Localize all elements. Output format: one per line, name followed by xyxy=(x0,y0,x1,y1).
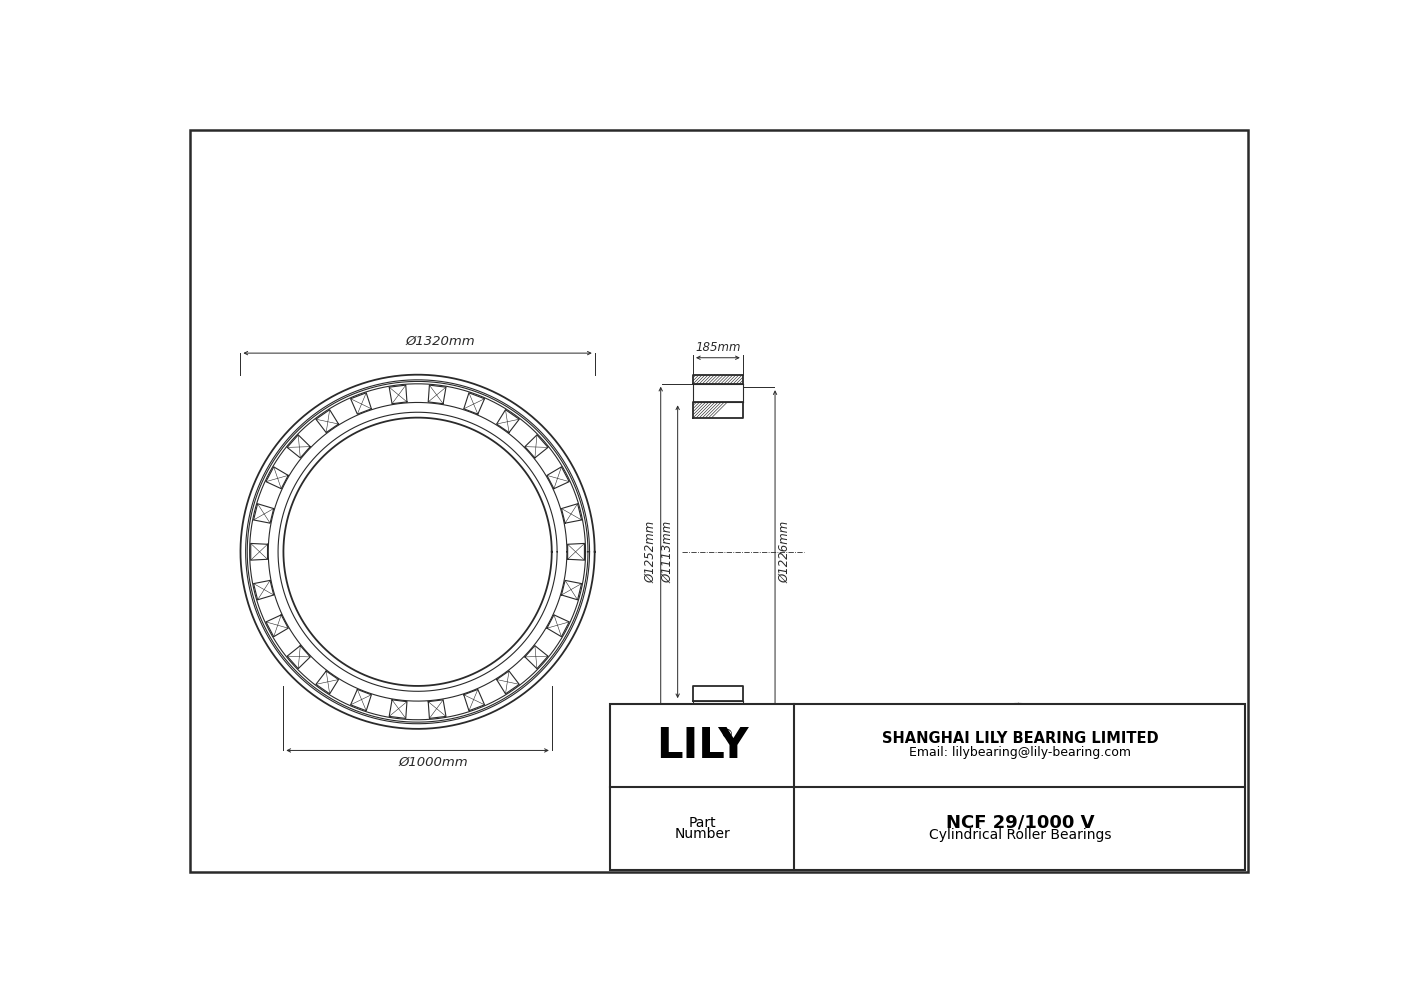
Text: Ø1113mm: Ø1113mm xyxy=(662,521,675,583)
Text: Ø1252mm: Ø1252mm xyxy=(644,521,658,583)
Text: Part: Part xyxy=(689,816,716,830)
Text: Ø1320mm: Ø1320mm xyxy=(405,334,476,348)
Text: NCF 29/1000 V: NCF 29/1000 V xyxy=(946,813,1094,831)
Text: Email: lilybearing@lily-bearing.com: Email: lilybearing@lily-bearing.com xyxy=(909,746,1131,759)
Text: Cylindrical Roller Bearings: Cylindrical Roller Bearings xyxy=(929,828,1111,842)
Text: Ø1000mm: Ø1000mm xyxy=(398,756,467,769)
Bar xyxy=(610,704,1246,870)
Text: ®: ® xyxy=(721,728,734,741)
Text: 185mm: 185mm xyxy=(694,341,741,354)
Text: LILY: LILY xyxy=(657,724,748,767)
Text: Ø1226mm: Ø1226mm xyxy=(779,521,791,583)
Text: SHANGHAI LILY BEARING LIMITED: SHANGHAI LILY BEARING LIMITED xyxy=(881,731,1157,746)
Text: Number: Number xyxy=(675,826,730,841)
